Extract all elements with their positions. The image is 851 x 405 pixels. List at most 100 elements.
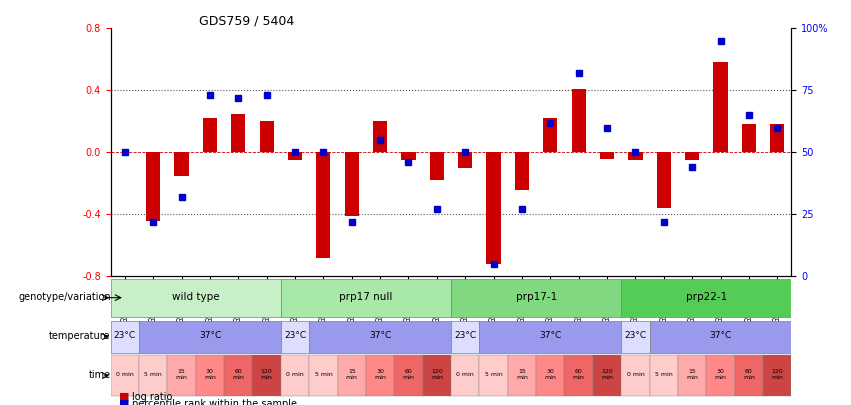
Bar: [373, 122, 387, 152]
Bar: [139, 321, 281, 353]
Bar: [621, 355, 649, 396]
Bar: [734, 355, 763, 396]
Text: 23°C: 23°C: [114, 331, 136, 341]
Bar: [423, 355, 451, 396]
Bar: [536, 355, 564, 396]
Text: 120
min: 120 min: [601, 369, 613, 380]
Bar: [487, 152, 500, 264]
Bar: [253, 355, 281, 396]
Bar: [394, 355, 423, 396]
Bar: [338, 355, 366, 396]
Bar: [593, 355, 621, 396]
Bar: [345, 152, 359, 216]
Text: 23°C: 23°C: [454, 331, 477, 341]
Bar: [231, 114, 245, 152]
Text: 15
min: 15 min: [686, 369, 698, 380]
Bar: [628, 152, 643, 160]
Bar: [451, 355, 479, 396]
Bar: [479, 355, 508, 396]
Text: GDS759 / 5404: GDS759 / 5404: [199, 14, 294, 27]
Bar: [515, 152, 529, 190]
Text: ■: ■: [119, 392, 129, 402]
Text: 60
min: 60 min: [403, 369, 414, 380]
Bar: [288, 152, 302, 160]
Bar: [139, 355, 168, 396]
Text: 5 min: 5 min: [145, 372, 162, 377]
Text: percentile rank within the sample: percentile rank within the sample: [132, 399, 297, 405]
Text: 37°C: 37°C: [199, 331, 221, 341]
Text: 37°C: 37°C: [369, 331, 391, 341]
Bar: [451, 321, 479, 353]
Bar: [146, 152, 160, 221]
Text: 0 min: 0 min: [116, 372, 134, 377]
Text: 0 min: 0 min: [626, 372, 644, 377]
Bar: [543, 118, 557, 152]
Text: log ratio: log ratio: [132, 392, 172, 402]
Bar: [260, 122, 274, 152]
Bar: [685, 152, 700, 160]
Bar: [451, 279, 621, 317]
Bar: [742, 124, 756, 152]
Text: 5 min: 5 min: [315, 372, 332, 377]
Text: 23°C: 23°C: [284, 331, 306, 341]
Text: 60
min: 60 min: [743, 369, 755, 380]
Text: 60
min: 60 min: [573, 369, 585, 380]
Bar: [479, 321, 621, 353]
Bar: [309, 355, 338, 396]
Text: 37°C: 37°C: [710, 331, 732, 341]
Bar: [196, 355, 224, 396]
Bar: [770, 124, 785, 152]
Bar: [621, 279, 791, 317]
Text: time: time: [89, 370, 111, 380]
Bar: [224, 355, 253, 396]
Text: 30
min: 30 min: [204, 369, 216, 380]
Bar: [366, 355, 394, 396]
Text: 60
min: 60 min: [232, 369, 244, 380]
Bar: [706, 355, 734, 396]
Text: 30
min: 30 min: [545, 369, 557, 380]
Bar: [657, 152, 671, 208]
Bar: [713, 62, 728, 152]
Text: 0 min: 0 min: [286, 372, 304, 377]
Text: 120
min: 120 min: [431, 369, 443, 380]
Bar: [111, 321, 139, 353]
Bar: [317, 152, 330, 258]
Bar: [203, 118, 217, 152]
Text: 5 min: 5 min: [485, 372, 502, 377]
Text: 30
min: 30 min: [374, 369, 386, 380]
Bar: [649, 355, 678, 396]
Text: 23°C: 23°C: [625, 331, 647, 341]
Text: 120
min: 120 min: [260, 369, 272, 380]
Text: 15
min: 15 min: [346, 369, 357, 380]
Text: prp22-1: prp22-1: [686, 292, 727, 302]
Bar: [508, 355, 536, 396]
Text: temperature: temperature: [49, 331, 111, 341]
Text: 15
min: 15 min: [175, 369, 187, 380]
Bar: [402, 152, 415, 160]
Text: 30
min: 30 min: [715, 369, 727, 380]
Bar: [111, 355, 139, 396]
Bar: [430, 152, 444, 180]
Bar: [111, 279, 281, 317]
Bar: [174, 152, 189, 176]
Bar: [621, 321, 649, 353]
Bar: [564, 355, 593, 396]
Bar: [458, 152, 472, 168]
Text: 5 min: 5 min: [655, 372, 672, 377]
Text: genotype/variation: genotype/variation: [18, 292, 111, 302]
Bar: [281, 355, 309, 396]
Text: 15
min: 15 min: [516, 369, 528, 380]
Bar: [572, 89, 585, 152]
Bar: [763, 355, 791, 396]
Text: ■: ■: [119, 399, 129, 405]
Text: 37°C: 37°C: [540, 331, 562, 341]
Text: 120
min: 120 min: [771, 369, 783, 380]
Text: prp17-1: prp17-1: [516, 292, 557, 302]
Bar: [168, 355, 196, 396]
Bar: [281, 321, 309, 353]
Bar: [600, 152, 614, 159]
Text: 0 min: 0 min: [456, 372, 474, 377]
Text: prp17 null: prp17 null: [340, 292, 392, 302]
Bar: [309, 321, 451, 353]
Bar: [678, 355, 706, 396]
